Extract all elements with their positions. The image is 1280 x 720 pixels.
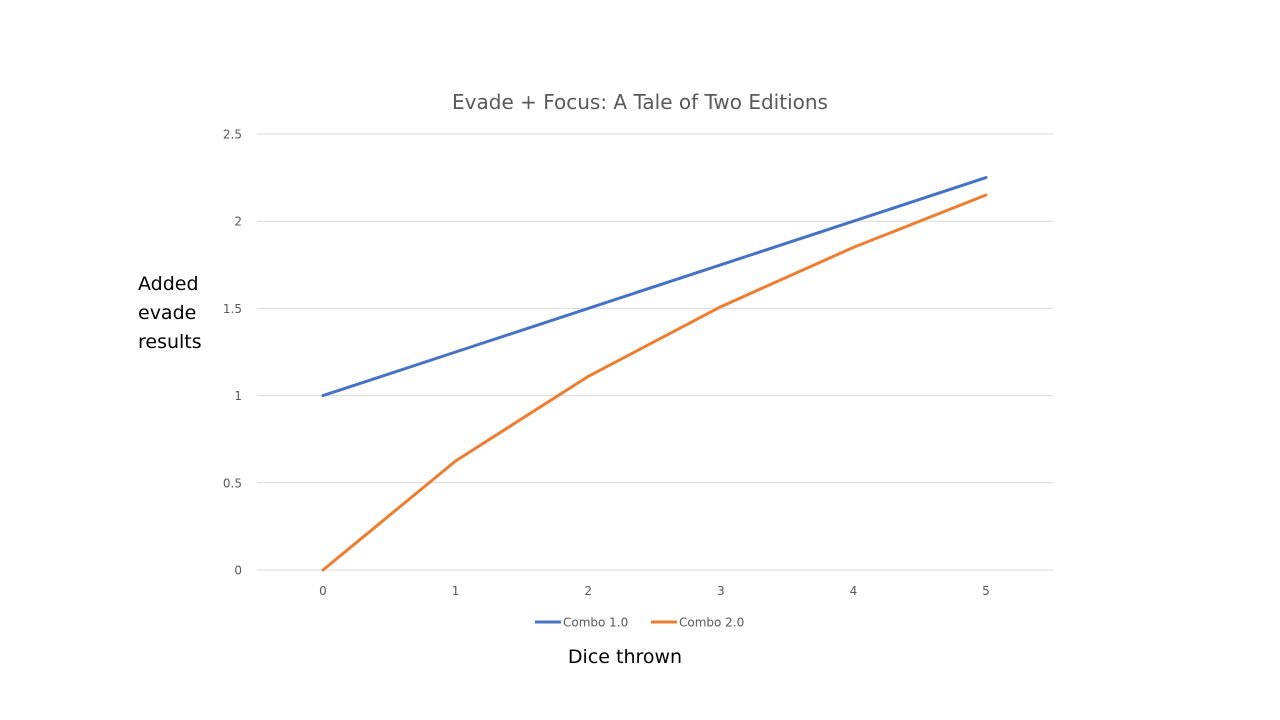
x-tick-label: 3 — [717, 584, 725, 598]
chart-title: Evade + Focus: A Tale of Two Editions — [452, 90, 828, 114]
legend-label-combo-1: Combo 1.0 — [563, 616, 628, 630]
x-axis-ticks: 0 1 2 3 4 5 — [319, 584, 990, 598]
y-tick-label: 2 — [234, 215, 242, 229]
y-axis-title: Added evade results — [138, 273, 202, 353]
y-axis-title-line-3: results — [138, 331, 202, 353]
y-axis-ticks: 0 0.5 1 1.5 2 2.5 — [223, 128, 242, 578]
series-line-combo-1-0 — [321, 176, 988, 398]
y-tick-label: 1 — [234, 389, 242, 403]
legend: Combo 1.0 Combo 2.0 — [535, 616, 744, 630]
series-lines — [321, 176, 988, 572]
y-tick-label: 0 — [234, 564, 242, 578]
gridlines — [257, 133, 1053, 571]
x-axis-title: Dice thrown — [568, 646, 682, 668]
y-axis-title-line-2: evade — [138, 302, 196, 324]
legend-label-combo-2: Combo 2.0 — [679, 616, 744, 630]
x-tick-label: 2 — [584, 584, 592, 598]
series-line-combo-2-0 — [321, 193, 988, 572]
y-tick-label: 1.5 — [223, 302, 242, 316]
y-axis-title-line-1: Added — [138, 273, 199, 295]
x-tick-label: 0 — [319, 584, 327, 598]
x-tick-label: 1 — [452, 584, 460, 598]
x-tick-label: 4 — [850, 584, 858, 598]
y-tick-label: 2.5 — [223, 128, 242, 142]
y-tick-label: 0.5 — [223, 476, 242, 490]
x-tick-label: 5 — [982, 584, 990, 598]
